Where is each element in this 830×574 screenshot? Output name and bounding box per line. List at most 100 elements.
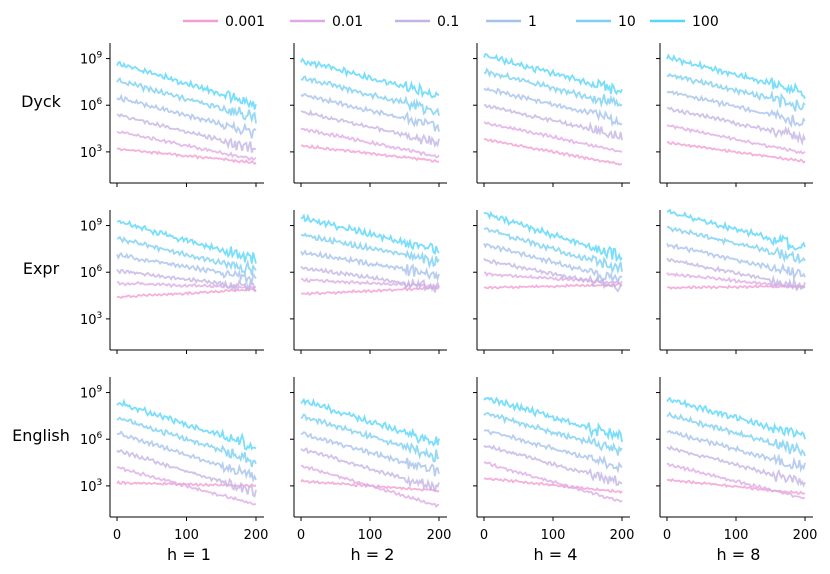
panel-dyck-2 [290, 43, 447, 187]
legend-label-0.001: 0.001 [225, 14, 265, 30]
series-line-10 [666, 411, 806, 457]
series-line-10 [666, 225, 806, 265]
series-line-100 [116, 219, 257, 264]
legend-item-0.001: 0.001 [183, 14, 265, 30]
series-line-0.01 [300, 464, 440, 509]
series-line-100 [666, 208, 806, 251]
series-line-10 [666, 72, 806, 112]
row-label-english: English [12, 426, 70, 445]
series-line-100 [300, 213, 440, 256]
series-line-1 [666, 90, 806, 128]
series-line-100 [666, 396, 806, 440]
panel-english-1: 103 106 109 0 100 200 [80, 377, 268, 543]
panel-dyck-4 [656, 43, 813, 187]
series-line-0.1 [666, 444, 806, 488]
panel-expr-2 [290, 210, 447, 354]
panel-english-4: 0 100 200 [656, 377, 817, 543]
panel-dyck-3 [473, 43, 630, 187]
series-line-0.1 [666, 257, 806, 291]
series-line-1 [116, 93, 257, 139]
legend-label-0.1: 0.1 [437, 14, 459, 30]
series-line-0.01 [300, 127, 440, 159]
series-line-0.01 [116, 466, 257, 506]
column-labels: h = 1 h = 2 h = 4 h = 8 [167, 545, 760, 564]
legend-item-100: 100 [650, 14, 719, 30]
series-line-1 [116, 251, 257, 286]
series-line-100 [116, 398, 257, 451]
series-line-0.001 [666, 478, 806, 496]
series-line-0.001 [301, 285, 440, 296]
series-line-1 [116, 430, 257, 484]
series-line-100 [483, 210, 623, 263]
series-line-100 [300, 397, 440, 447]
panel-grid: 103 106 109 103 106 109 103 106 109 0 100 200 0 100 20… [80, 43, 817, 543]
y-tick-label: 109 [80, 385, 103, 402]
y-tick-label: 106 [80, 431, 103, 448]
series-line-1 [483, 242, 623, 285]
series-line-10 [300, 75, 440, 116]
legend: 0.001 0.01 0.1 1 10 100 [183, 14, 719, 30]
series-line-0.1 [300, 108, 440, 149]
column-label-h8: h = 8 [717, 545, 761, 564]
series-line-0.01 [483, 461, 623, 504]
x-tick-label: 0 [480, 528, 488, 543]
series-line-1 [666, 242, 806, 282]
panel-english-2: 0 100 200 [290, 377, 451, 543]
series-line-0.1 [116, 448, 257, 498]
x-tick-label: 100 [358, 528, 383, 543]
series-line-0.1 [483, 103, 623, 141]
series-line-10 [116, 416, 257, 468]
legend-label-0.01: 0.01 [332, 14, 363, 30]
series-line-1 [300, 431, 440, 477]
y-tick-label: 106 [80, 264, 103, 281]
x-tick-label: 200 [427, 528, 452, 543]
legend-label-10: 10 [618, 14, 636, 30]
column-label-h1: h = 1 [167, 545, 211, 564]
series-line-10 [483, 227, 623, 275]
x-tick-label: 100 [174, 528, 199, 543]
series-line-0.001 [117, 288, 257, 300]
legend-item-10: 10 [576, 14, 636, 30]
y-tick-label: 103 [80, 144, 102, 161]
panel-expr-1: 103 106 109 [80, 210, 264, 354]
series-line-10 [116, 76, 257, 124]
series-line-0.1 [483, 257, 623, 293]
series-line-0.01 [116, 130, 257, 162]
legend-label-1: 1 [528, 14, 537, 30]
series-line-0.001 [116, 147, 257, 165]
legend-item-1: 1 [486, 14, 537, 30]
series-line-0.01 [483, 121, 623, 153]
x-tick-label: 200 [244, 528, 269, 543]
series-line-10 [483, 412, 623, 456]
series-line-10 [300, 232, 440, 270]
series-line-0.1 [116, 113, 257, 153]
y-tick-label: 103 [80, 311, 102, 328]
series-line-10 [483, 67, 623, 109]
series-line-0.001 [483, 477, 623, 495]
legend-item-0.1: 0.1 [395, 14, 459, 30]
series-line-10 [116, 235, 257, 276]
series-line-0.001 [483, 137, 623, 166]
series-line-1 [666, 429, 806, 473]
series-line-0.01 [666, 462, 806, 500]
series-line-1 [483, 86, 623, 127]
panel-english-3: 0 100 200 [473, 377, 634, 543]
series-line-10 [300, 413, 440, 463]
row-label-dyck: Dyck [21, 92, 62, 111]
x-tick-label: 200 [793, 528, 818, 543]
series-line-1 [483, 429, 623, 474]
x-tick-label: 100 [541, 528, 566, 543]
series-line-0.1 [483, 444, 623, 487]
x-tick-label: 0 [113, 528, 121, 543]
y-tick-label: 106 [80, 97, 103, 114]
column-label-h2: h = 2 [351, 545, 395, 564]
series-line-100 [483, 53, 623, 96]
x-tick-label: 0 [297, 528, 305, 543]
series-line-100 [483, 396, 623, 443]
series-line-1 [300, 249, 440, 283]
series-line-0.01 [666, 272, 806, 290]
x-tick-label: 200 [610, 528, 635, 543]
legend-item-0.01: 0.01 [290, 14, 363, 30]
series-line-0.001 [300, 143, 439, 163]
